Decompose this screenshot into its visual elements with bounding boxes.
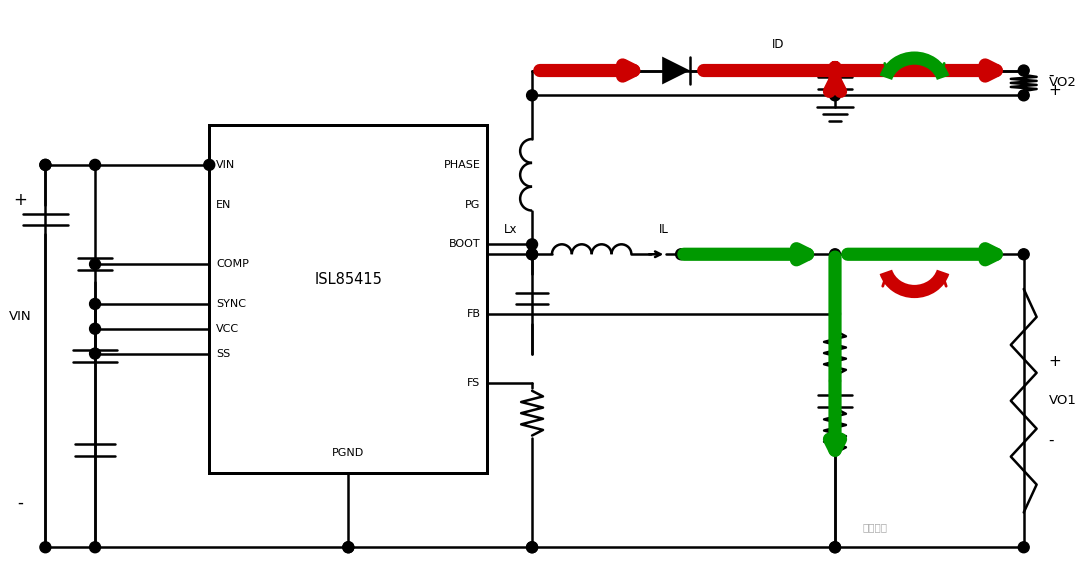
Circle shape bbox=[527, 542, 538, 552]
Text: Lx: Lx bbox=[503, 223, 517, 237]
Text: SS: SS bbox=[216, 349, 230, 359]
Text: VIN: VIN bbox=[10, 310, 32, 323]
Circle shape bbox=[829, 249, 840, 260]
Text: PHASE: PHASE bbox=[444, 160, 481, 170]
Text: VO1: VO1 bbox=[1049, 394, 1077, 407]
Circle shape bbox=[829, 90, 840, 101]
Circle shape bbox=[90, 324, 100, 334]
Text: -: - bbox=[1049, 68, 1054, 83]
Text: BOOT: BOOT bbox=[449, 239, 481, 249]
Circle shape bbox=[90, 259, 100, 270]
Circle shape bbox=[527, 249, 538, 260]
Circle shape bbox=[90, 348, 100, 359]
Circle shape bbox=[1018, 65, 1029, 76]
Text: PG: PG bbox=[465, 200, 481, 210]
Circle shape bbox=[342, 542, 354, 552]
Text: EN: EN bbox=[216, 200, 231, 210]
Circle shape bbox=[90, 159, 100, 171]
Text: +: + bbox=[1049, 83, 1062, 98]
Text: VO2: VO2 bbox=[1049, 77, 1077, 89]
Circle shape bbox=[1018, 542, 1029, 552]
Circle shape bbox=[1018, 90, 1029, 101]
Circle shape bbox=[90, 298, 100, 310]
Text: ID: ID bbox=[771, 37, 784, 51]
Text: VCC: VCC bbox=[216, 324, 240, 333]
Circle shape bbox=[527, 542, 538, 552]
Text: SYNC: SYNC bbox=[216, 299, 246, 309]
Text: COMP: COMP bbox=[216, 259, 249, 269]
Circle shape bbox=[829, 308, 840, 319]
Text: 瑞萨电子: 瑞萨电子 bbox=[862, 522, 888, 533]
Text: -: - bbox=[17, 493, 24, 512]
Circle shape bbox=[829, 376, 840, 387]
Circle shape bbox=[829, 65, 840, 76]
Text: -: - bbox=[1049, 433, 1054, 448]
Circle shape bbox=[40, 159, 51, 171]
Bar bbox=[210, 125, 487, 473]
Circle shape bbox=[342, 542, 354, 552]
Circle shape bbox=[40, 542, 51, 552]
Circle shape bbox=[204, 159, 215, 171]
Text: IL: IL bbox=[659, 223, 670, 237]
Text: +: + bbox=[1049, 353, 1062, 369]
Text: FS: FS bbox=[468, 378, 481, 388]
Text: FB: FB bbox=[467, 309, 481, 319]
Circle shape bbox=[527, 90, 538, 101]
Text: ISL85415: ISL85415 bbox=[314, 272, 382, 287]
Circle shape bbox=[829, 542, 840, 552]
Circle shape bbox=[676, 249, 687, 260]
Text: VIN: VIN bbox=[216, 160, 235, 170]
Circle shape bbox=[527, 249, 538, 260]
Circle shape bbox=[829, 542, 840, 552]
Text: PGND: PGND bbox=[333, 448, 364, 458]
Circle shape bbox=[527, 239, 538, 250]
Polygon shape bbox=[662, 57, 690, 85]
Circle shape bbox=[40, 159, 51, 171]
Circle shape bbox=[1018, 249, 1029, 260]
Text: +: + bbox=[14, 190, 27, 208]
Circle shape bbox=[90, 542, 100, 552]
